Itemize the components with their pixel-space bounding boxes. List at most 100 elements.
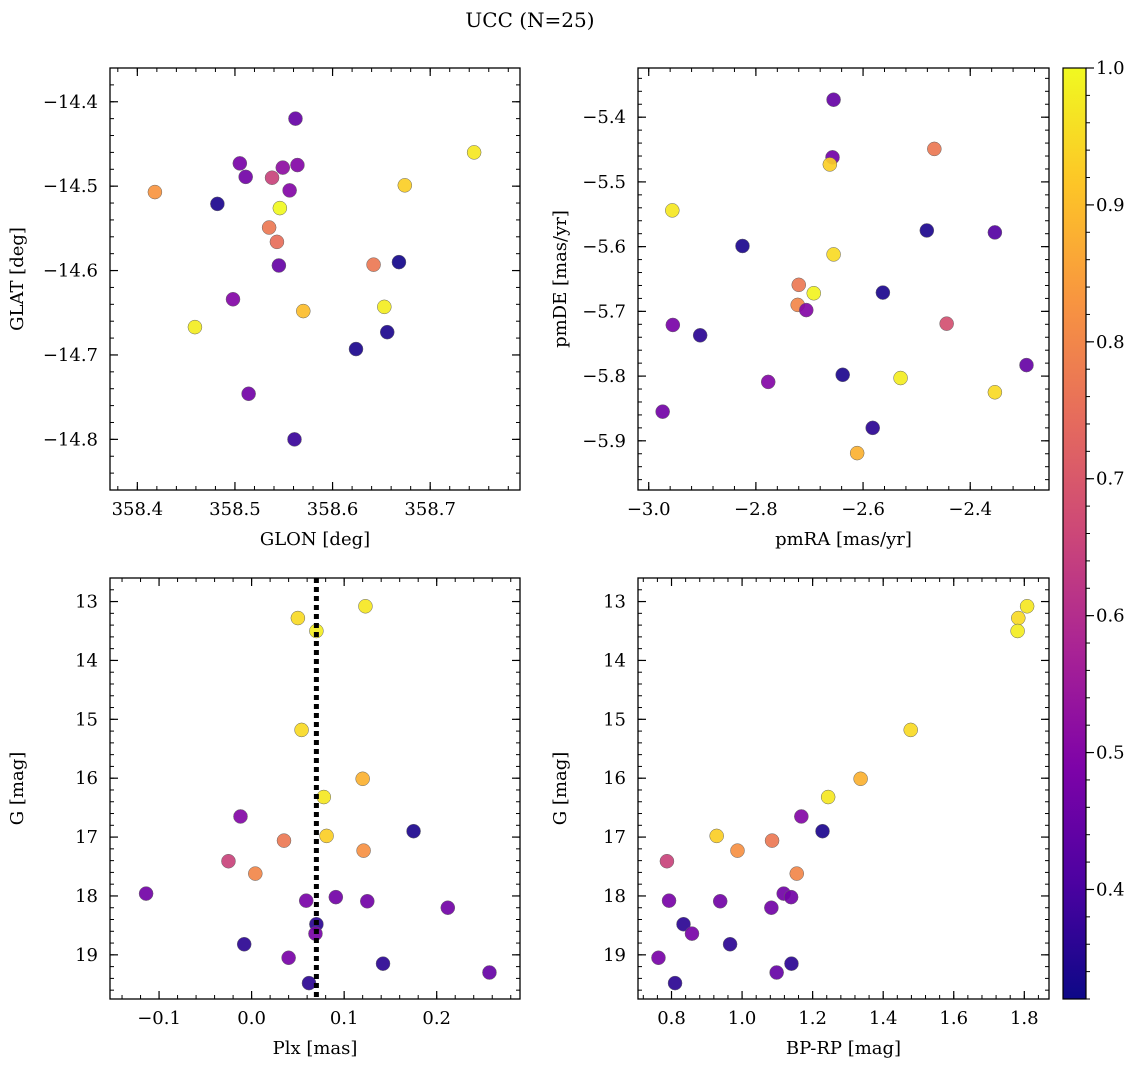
colorbar-tick-label: 0.4 <box>1096 879 1125 900</box>
data-point <box>987 385 1003 400</box>
y-tick-label: 14 <box>75 650 98 671</box>
x-tick-label: 358.4 <box>112 499 164 520</box>
y-tick-label: −5.7 <box>582 301 626 322</box>
colorbar-tick-label: 1.0 <box>1096 58 1125 79</box>
data-point <box>296 303 311 319</box>
x-tick-label: 0.8 <box>657 1008 686 1029</box>
x-tick-label: 0.0 <box>237 1008 266 1029</box>
data-point <box>764 900 779 915</box>
scatter-panel-1: 358.4 358.5 358.6 358.7 −14.4 −14.5 −14.6 −14.7… <box>7 67 521 550</box>
scatter-panel-2: −3.0 −2.8 −2.6 −2.4 −5.4 −5.5 −5.6 −5.7 −5.8 −5.9… <box>550 67 1050 550</box>
scatter-points <box>655 92 1034 461</box>
data-point <box>440 900 456 915</box>
data-point <box>301 975 317 991</box>
data-point <box>275 160 291 175</box>
x-tick-label: 0.2 <box>422 1008 451 1029</box>
y-tick-label: −5.4 <box>582 107 626 128</box>
data-point <box>684 926 700 941</box>
y-tick-label: −5.8 <box>582 366 626 387</box>
data-point <box>709 828 724 844</box>
y-tick-label: 15 <box>75 709 98 730</box>
data-point <box>482 965 497 980</box>
data-point <box>366 257 381 272</box>
data-point <box>290 157 305 173</box>
data-point <box>356 843 371 858</box>
x-axis-label: Plx [mas] <box>273 1038 358 1059</box>
x-axis-label: BP-RP [mag] <box>786 1038 901 1059</box>
x-tick-label: 1.8 <box>1010 1008 1039 1029</box>
y-axis-label: pmDE [mas/yr] <box>550 210 571 348</box>
data-point <box>282 183 297 198</box>
data-point <box>328 889 344 905</box>
y-axis-label: G [mag] <box>7 752 28 825</box>
data-point <box>722 936 738 952</box>
data-point <box>187 319 203 335</box>
data-point <box>712 894 728 909</box>
data-point <box>261 220 277 235</box>
data-point <box>1010 623 1025 639</box>
y-tick-label: −14.5 <box>43 176 98 197</box>
data-point <box>138 886 154 901</box>
x-tick-label: −3.0 <box>627 499 671 520</box>
data-point <box>232 156 248 171</box>
x-axis-label: pmRA [mas/yr] <box>775 529 912 550</box>
x-tick-label: −2.6 <box>841 499 885 520</box>
data-point <box>391 254 407 270</box>
scatter-points <box>651 599 1035 991</box>
data-point <box>210 196 225 212</box>
y-tick-label: 14 <box>603 650 626 671</box>
y-tick-label: −5.9 <box>582 431 626 452</box>
data-point <box>826 92 841 107</box>
x-tick-label: 1.6 <box>939 1008 968 1029</box>
data-point <box>760 374 776 390</box>
data-point <box>806 285 822 301</box>
axes-frame <box>109 67 521 491</box>
data-point <box>375 956 391 971</box>
data-point <box>348 341 364 357</box>
colorbar: 0.4 0.5 0.6 0.7 0.8 0.9 1.0 <box>1062 58 1125 1000</box>
colorbar-tick-label: 0.6 <box>1096 606 1125 627</box>
data-point <box>826 247 841 262</box>
data-point <box>987 225 1003 240</box>
data-point <box>655 404 670 419</box>
colorbar-tick-label: 0.8 <box>1096 332 1125 353</box>
x-tick-label: 358.6 <box>307 499 359 520</box>
data-point <box>397 178 413 193</box>
data-point <box>1011 610 1026 626</box>
scatter-panel-4: 0.8 1.0 1.2 1.4 1.6 1.8 13 14 15 16 17 18 19 BP-RP [m… <box>550 577 1050 1059</box>
x-tick-label: 358.5 <box>209 499 261 520</box>
x-tick-label: 358.7 <box>404 499 456 520</box>
data-point <box>794 809 809 824</box>
x-tick-label: 1.0 <box>728 1008 757 1029</box>
data-point <box>271 258 287 273</box>
y-tick-label: −14.6 <box>43 261 98 282</box>
data-point <box>233 809 248 824</box>
data-point <box>1019 357 1034 373</box>
data-point <box>221 853 236 869</box>
axes-frame <box>637 67 1050 491</box>
data-point <box>659 853 675 869</box>
data-point <box>466 145 482 160</box>
y-tick-label: −5.6 <box>582 237 626 258</box>
data-point <box>927 141 942 157</box>
y-tick-label: 13 <box>603 592 626 613</box>
data-point <box>272 200 288 216</box>
data-point <box>692 328 708 343</box>
data-point <box>820 789 836 805</box>
y-tick-label: 13 <box>75 592 98 613</box>
data-point <box>783 889 799 905</box>
y-tick-label: 19 <box>603 945 626 966</box>
data-point <box>241 386 256 402</box>
data-point <box>769 965 784 980</box>
y-tick-label: 16 <box>75 768 98 789</box>
data-point <box>667 975 683 991</box>
data-point <box>298 893 314 908</box>
colorbar-tick-label: 0.9 <box>1096 195 1125 216</box>
scatter-points <box>138 599 497 991</box>
y-axis-label: GLAT [deg] <box>7 227 28 331</box>
x-tick-label: 1.2 <box>798 1008 827 1029</box>
y-tick-label: −5.5 <box>582 172 626 193</box>
data-point <box>264 170 280 185</box>
data-point <box>319 828 334 844</box>
